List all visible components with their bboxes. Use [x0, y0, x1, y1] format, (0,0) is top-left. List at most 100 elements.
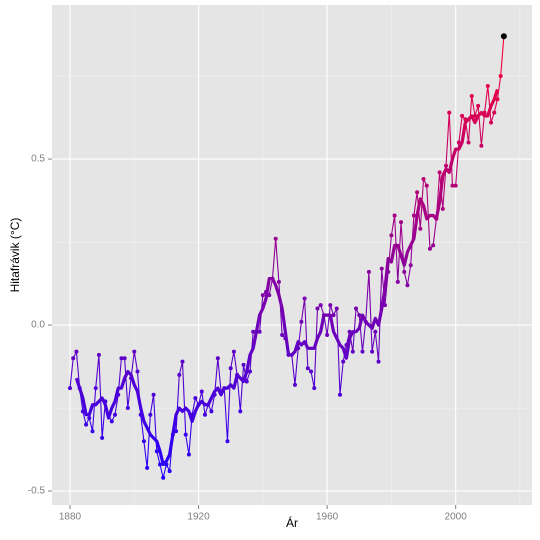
point	[257, 329, 262, 334]
point	[109, 419, 114, 424]
point	[148, 412, 153, 417]
point	[337, 392, 342, 397]
point	[376, 359, 381, 364]
point	[315, 306, 320, 311]
point	[360, 349, 365, 354]
point	[373, 329, 378, 334]
point	[238, 409, 243, 414]
point	[292, 382, 297, 387]
x-tick-label: 1960	[316, 512, 339, 523]
point	[119, 356, 124, 361]
point	[276, 279, 281, 284]
point	[154, 449, 159, 454]
point	[437, 170, 442, 175]
point	[489, 120, 494, 125]
y-axis-title: Hitafrávik (°C)	[8, 218, 22, 293]
point	[225, 439, 230, 444]
point	[498, 74, 503, 79]
point	[145, 465, 150, 470]
point	[312, 386, 317, 391]
x-tick-label: 1880	[59, 512, 82, 523]
point	[479, 143, 484, 148]
point	[67, 386, 72, 391]
point	[125, 406, 130, 411]
point	[74, 349, 79, 354]
point	[100, 435, 105, 440]
point	[93, 386, 98, 391]
point	[132, 349, 137, 354]
point	[431, 243, 436, 248]
point	[260, 293, 265, 298]
point	[122, 356, 127, 361]
point	[112, 412, 117, 417]
point	[366, 269, 371, 274]
point	[427, 246, 432, 251]
point	[84, 422, 89, 427]
point	[251, 329, 256, 334]
point	[299, 319, 304, 324]
point	[273, 236, 278, 241]
point	[392, 213, 397, 218]
point	[341, 359, 346, 364]
point	[395, 279, 400, 284]
point	[460, 113, 465, 118]
point	[241, 362, 246, 367]
point	[135, 369, 140, 374]
point	[71, 356, 76, 361]
point	[447, 110, 452, 115]
y-tick-label: -0.5	[28, 486, 46, 497]
point	[183, 432, 188, 437]
point	[305, 366, 310, 371]
point	[244, 379, 249, 384]
point	[415, 190, 420, 195]
point	[161, 475, 166, 480]
point	[318, 303, 323, 308]
point	[186, 452, 191, 457]
point	[495, 97, 500, 102]
point	[350, 349, 355, 354]
point	[247, 369, 252, 374]
point	[379, 266, 384, 271]
point	[167, 469, 172, 474]
point	[202, 412, 207, 417]
point	[421, 176, 426, 181]
point	[193, 396, 198, 401]
point	[466, 140, 471, 145]
point	[440, 206, 445, 211]
point	[96, 352, 101, 357]
point	[302, 296, 307, 301]
point	[228, 366, 233, 371]
point	[492, 110, 497, 115]
point	[485, 84, 490, 89]
point	[331, 313, 336, 318]
x-tick-label: 2000	[445, 512, 468, 523]
point	[405, 283, 410, 288]
point	[325, 333, 330, 338]
x-tick-label: 1920	[187, 512, 210, 523]
point	[418, 226, 423, 231]
point	[444, 163, 449, 168]
smooth-line	[74, 88, 499, 467]
point	[411, 213, 416, 218]
point	[476, 103, 481, 108]
point	[151, 392, 156, 397]
point	[141, 439, 146, 444]
point	[450, 183, 455, 188]
point	[309, 369, 314, 374]
panel	[52, 5, 532, 505]
point	[408, 263, 413, 268]
point	[87, 416, 92, 421]
point	[357, 313, 362, 318]
point	[399, 220, 404, 225]
point	[199, 389, 204, 394]
y-tick-label: 0.5	[31, 154, 45, 165]
point	[402, 269, 407, 274]
point	[328, 303, 333, 308]
point	[215, 356, 220, 361]
point	[90, 429, 95, 434]
y-tick-label: 0.0	[31, 320, 45, 331]
point	[180, 359, 185, 364]
point	[231, 349, 236, 354]
highlight-point	[500, 33, 507, 40]
